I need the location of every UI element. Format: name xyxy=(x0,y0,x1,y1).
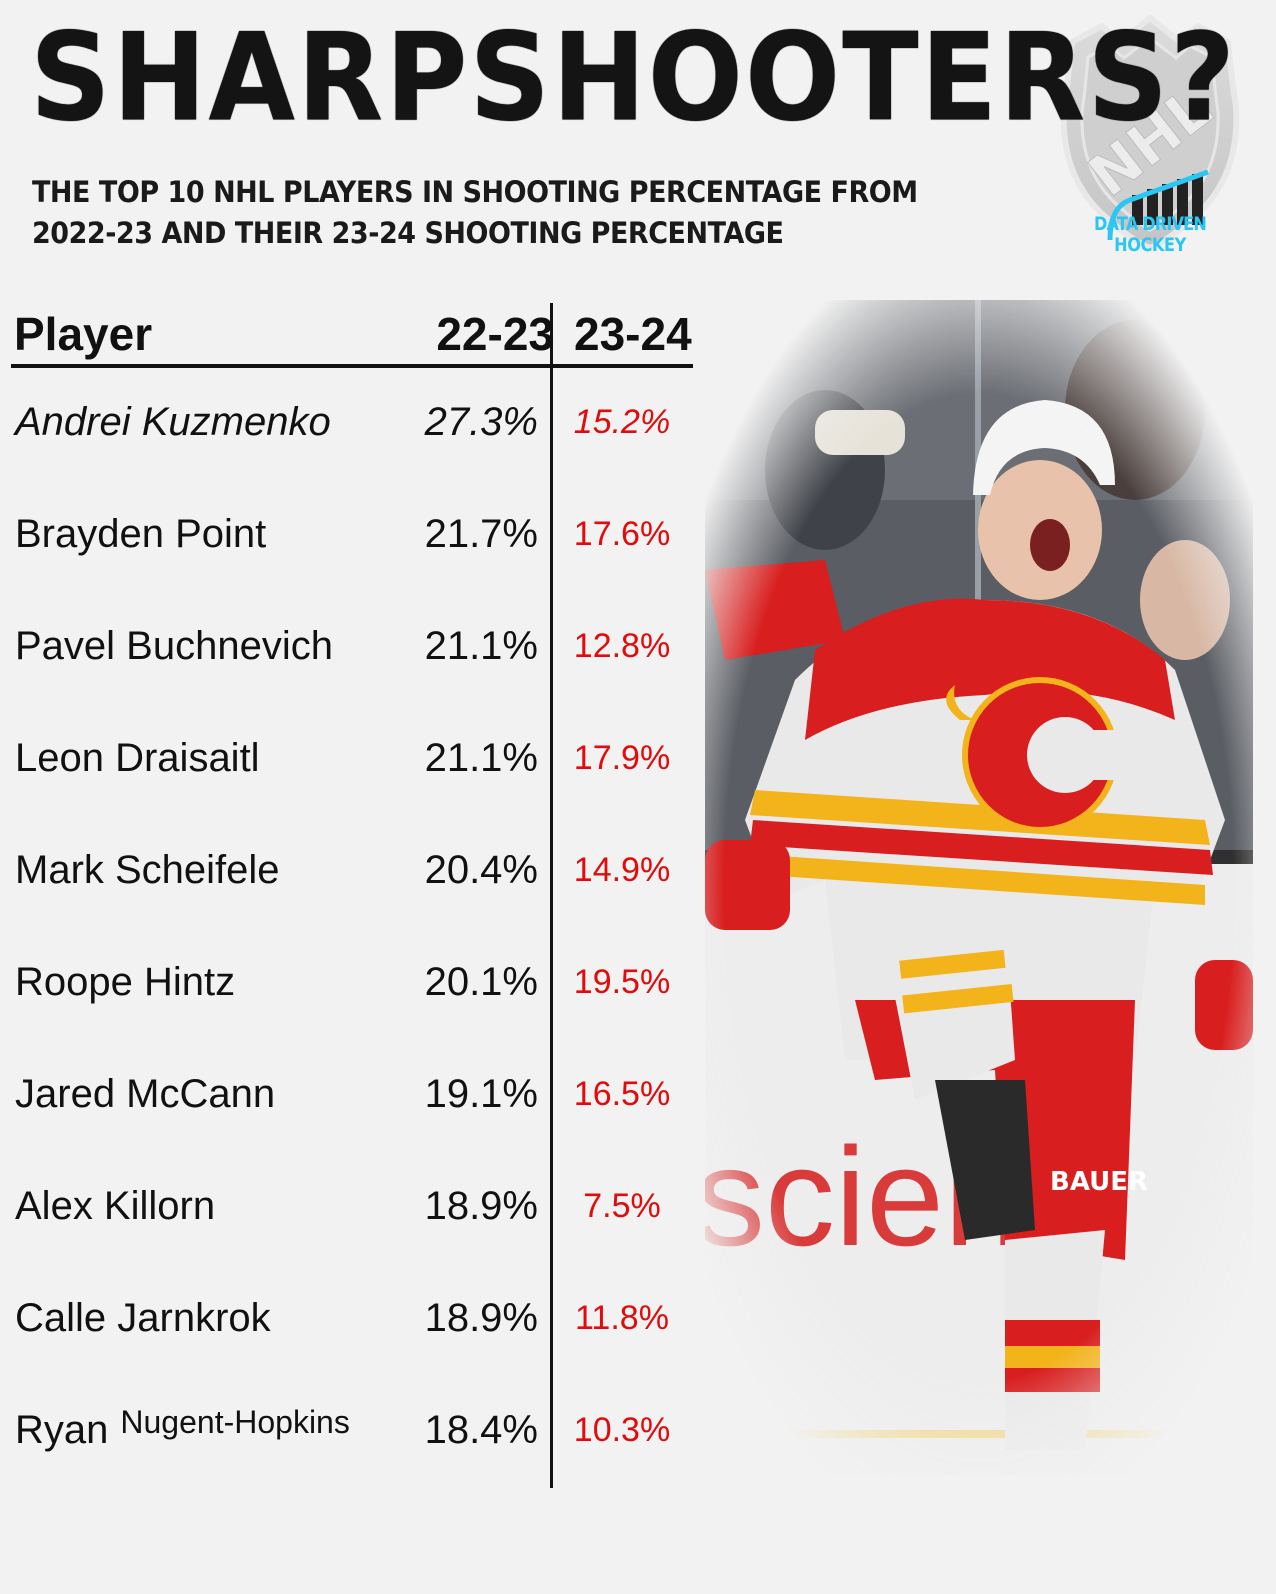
column-header-player: Player xyxy=(14,308,153,360)
pct-2022-23: 20.4% xyxy=(424,848,538,892)
pct-2022-23: 21.1% xyxy=(424,624,538,668)
pct-2022-23: 18.4% xyxy=(424,1408,538,1452)
table-row: Andrei Kuzmenko 27.3% 15.2% xyxy=(0,392,710,452)
pct-2023-24: 11.8% xyxy=(575,1299,669,1337)
table-row: Jared McCann 19.1% 16.5% xyxy=(0,1064,710,1124)
pct-2023-24: 19.5% xyxy=(573,963,671,1001)
player-name: Roope Hintz xyxy=(15,960,236,1004)
subtitle-line-2: 2022-23 AND THEIR 23-24 SHOOTING PERCENT… xyxy=(32,216,784,250)
pct-2023-24: 7.5% xyxy=(583,1187,661,1225)
logo-brand-line-2: HOCKEY xyxy=(1114,234,1186,256)
logo-brand-line-1: DATA DRIVEN xyxy=(1093,213,1207,235)
table-row: Calle Jarnkrok 18.9% 11.8% xyxy=(0,1288,710,1348)
hockey-player-illustration: scien BAUER xyxy=(705,300,1253,1475)
table-row: Leon Draisaitl 21.1% 17.9% xyxy=(0,728,710,788)
player-name: Pavel Buchnevich xyxy=(15,624,333,668)
pct-2022-23: 18.9% xyxy=(424,1296,538,1340)
pct-2022-23: 21.1% xyxy=(424,736,538,780)
subtitle-line-1: THE TOP 10 NHL PLAYERS IN SHOOTING PERCE… xyxy=(32,175,918,209)
pct-2022-23: 21.7% xyxy=(424,512,538,556)
pct-2022-23: 19.1% xyxy=(424,1072,538,1116)
player-last-name: Nugent-Hopkins xyxy=(120,1404,350,1440)
column-divider xyxy=(550,303,553,1488)
pct-2023-24: 10.3% xyxy=(573,1411,671,1449)
pct-2023-24: 17.6% xyxy=(573,515,671,553)
player-name: Andrei Kuzmenko xyxy=(15,400,331,444)
header-rule xyxy=(11,364,693,368)
pct-2022-23: 20.1% xyxy=(424,960,538,1004)
pct-2022-23: 27.3% xyxy=(424,400,538,444)
player-name: Jared McCann xyxy=(15,1072,276,1116)
page-title: SHARPSHOOTERS? xyxy=(30,8,1238,149)
table-row: Mark Scheifele 20.4% 14.9% xyxy=(0,840,710,900)
nhl-shield-icon: NHL xyxy=(1060,14,1240,252)
player-name: Ryan Nugent-Hopkins xyxy=(15,1400,350,1462)
table-row: Pavel Buchnevich 21.1% 12.8% xyxy=(0,616,710,676)
page-subtitle: THE TOP 10 NHL PLAYERS IN SHOOTING PERCE… xyxy=(32,172,971,254)
pct-2023-24: 17.9% xyxy=(573,739,671,777)
player-name: Alex Killorn xyxy=(15,1184,216,1228)
table-header: Player 22-23 23-24 xyxy=(14,304,704,364)
pct-2023-24: 14.9% xyxy=(573,851,671,889)
player-name: Brayden Point xyxy=(15,512,267,556)
pct-2023-24: 12.8% xyxy=(573,627,671,665)
table-row: Ryan Nugent-Hopkins 18.4% 10.3% xyxy=(0,1400,710,1460)
player-name: Mark Scheifele xyxy=(15,848,280,892)
pct-2023-24: 16.5% xyxy=(573,1075,671,1113)
column-header-2023-24: 23-24 xyxy=(574,308,692,360)
pct-2022-23: 18.9% xyxy=(424,1184,538,1228)
table-row: Roope Hintz 20.1% 19.5% xyxy=(0,952,710,1012)
table-row: Brayden Point 21.7% 17.6% xyxy=(0,504,710,564)
player-photo: scien BAUER xyxy=(705,300,1253,1475)
pct-2023-24: 15.2% xyxy=(573,403,671,441)
player-name: Leon Draisaitl xyxy=(15,736,260,780)
player-first-name: Ryan xyxy=(15,1408,109,1452)
data-driven-hockey-logo: NHL DATA DRIVEN HOCKEY xyxy=(1050,12,1250,262)
column-header-2022-23: 22-23 xyxy=(436,308,554,360)
table-row: Alex Killorn 18.9% 7.5% xyxy=(0,1176,710,1236)
svg-text:BAUER: BAUER xyxy=(1050,1167,1148,1197)
player-name: Calle Jarnkrok xyxy=(15,1296,271,1340)
